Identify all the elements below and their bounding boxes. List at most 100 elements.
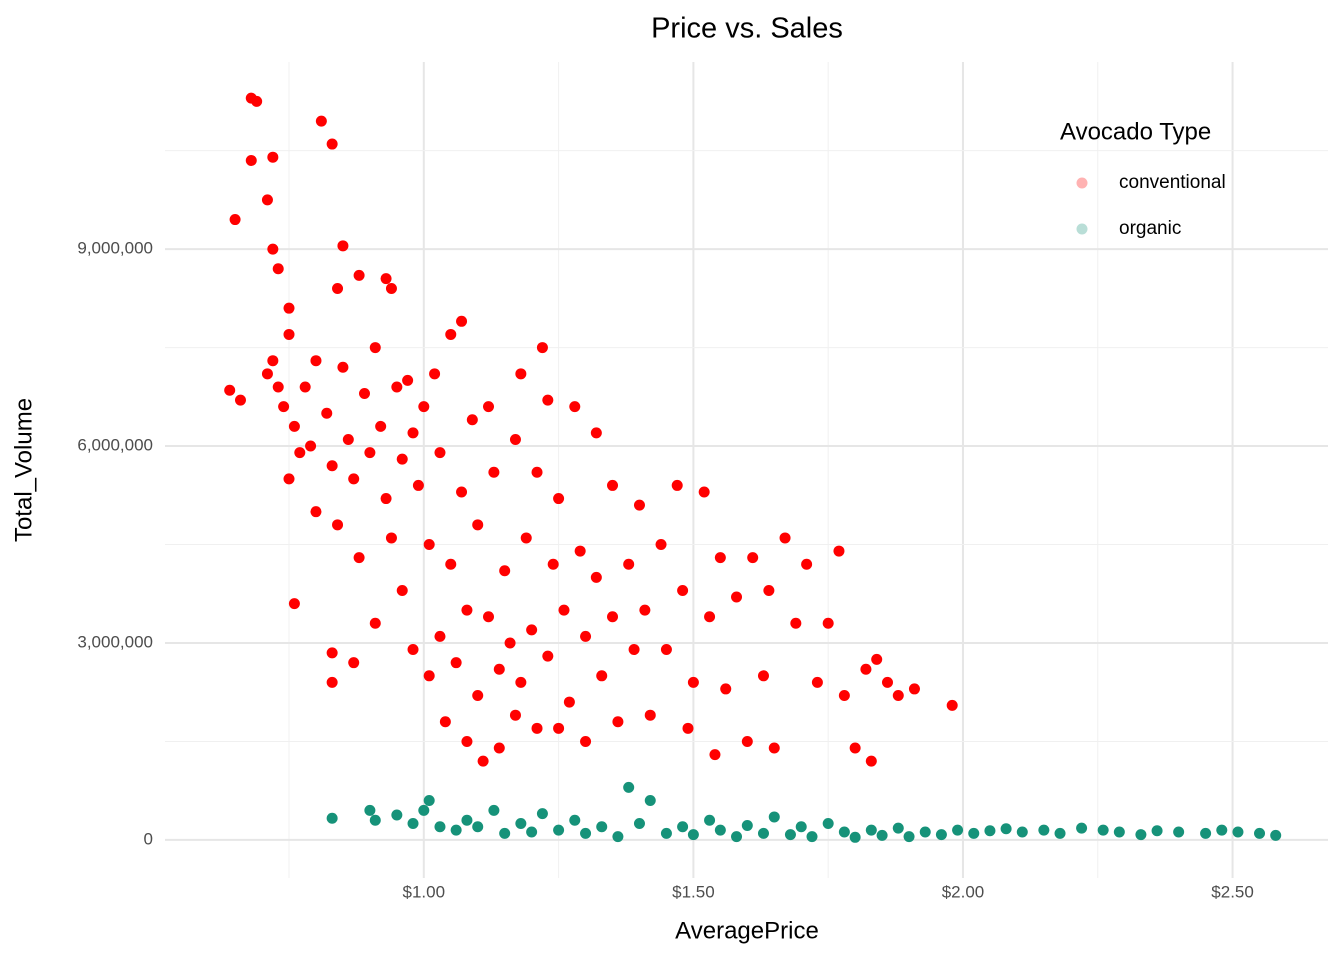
- point: [299, 381, 311, 393]
- point: [687, 829, 699, 841]
- point: [644, 795, 656, 807]
- point: [310, 506, 322, 518]
- point: [423, 539, 435, 551]
- point: [741, 819, 753, 831]
- point: [429, 368, 441, 380]
- legend-swatch: [1076, 177, 1088, 189]
- point: [353, 269, 365, 281]
- point: [412, 479, 424, 491]
- point: [407, 818, 419, 830]
- point: [483, 611, 495, 623]
- point: [1076, 822, 1088, 834]
- point: [499, 565, 511, 577]
- point: [790, 617, 802, 629]
- point: [267, 243, 279, 255]
- point: [305, 440, 317, 452]
- point: [385, 532, 397, 544]
- y-tick-label: 9,000,000: [77, 239, 153, 258]
- point: [245, 154, 257, 166]
- point: [881, 676, 893, 688]
- point: [709, 749, 721, 761]
- point: [553, 722, 565, 734]
- x-tick-label: $2.00: [942, 882, 985, 901]
- point: [380, 493, 392, 505]
- point: [515, 818, 527, 830]
- point: [876, 829, 888, 841]
- point: [871, 653, 883, 665]
- point: [466, 414, 478, 426]
- point: [267, 355, 279, 367]
- legend-label: organic: [1119, 218, 1181, 239]
- point: [607, 479, 619, 491]
- point: [833, 545, 845, 557]
- x-tick-label: $1.50: [672, 882, 715, 901]
- point: [348, 473, 360, 485]
- point: [747, 552, 759, 564]
- point: [623, 558, 635, 570]
- point: [526, 624, 538, 636]
- point: [946, 699, 958, 711]
- point: [574, 545, 586, 557]
- point: [677, 821, 689, 833]
- point: [418, 401, 430, 413]
- point: [499, 827, 511, 839]
- point: [865, 755, 877, 767]
- point: [1200, 827, 1212, 839]
- point: [714, 824, 726, 836]
- point: [326, 647, 338, 659]
- point: [838, 689, 850, 701]
- y-axis-title: Total_Volume: [10, 398, 37, 542]
- point: [224, 384, 236, 396]
- point: [364, 804, 376, 816]
- point: [731, 831, 743, 843]
- point: [952, 824, 964, 836]
- point: [1054, 827, 1066, 839]
- point: [563, 696, 575, 708]
- x-axis-title: AveragePrice: [675, 917, 819, 944]
- point: [391, 809, 403, 821]
- point: [849, 742, 861, 754]
- point: [633, 499, 645, 511]
- point: [779, 532, 791, 544]
- point: [369, 617, 381, 629]
- point: [509, 433, 521, 445]
- point: [547, 558, 559, 570]
- point: [283, 302, 295, 314]
- point: [860, 663, 872, 675]
- point: [364, 447, 376, 459]
- point: [439, 716, 451, 728]
- point: [612, 716, 624, 728]
- point: [757, 827, 769, 839]
- point: [1232, 826, 1244, 838]
- point: [288, 420, 300, 432]
- point: [310, 355, 322, 367]
- point: [628, 644, 640, 656]
- point: [278, 401, 290, 413]
- point: [407, 644, 419, 656]
- point: [795, 821, 807, 833]
- point: [456, 315, 468, 327]
- point: [261, 368, 273, 380]
- point: [569, 401, 581, 413]
- point: [294, 447, 306, 459]
- point: [407, 427, 419, 439]
- point: [288, 598, 300, 610]
- point: [402, 374, 414, 386]
- point: [633, 818, 645, 830]
- point: [337, 240, 349, 252]
- point: [553, 493, 565, 505]
- point: [1216, 824, 1228, 836]
- point: [639, 604, 651, 616]
- point: [456, 486, 468, 498]
- point: [671, 479, 683, 491]
- point: [450, 657, 462, 669]
- point: [919, 826, 931, 838]
- point: [229, 214, 241, 226]
- point: [644, 709, 656, 721]
- point: [757, 670, 769, 682]
- point: [488, 466, 500, 478]
- point: [520, 532, 532, 544]
- y-tick-label: 0: [144, 829, 153, 848]
- point: [283, 328, 295, 340]
